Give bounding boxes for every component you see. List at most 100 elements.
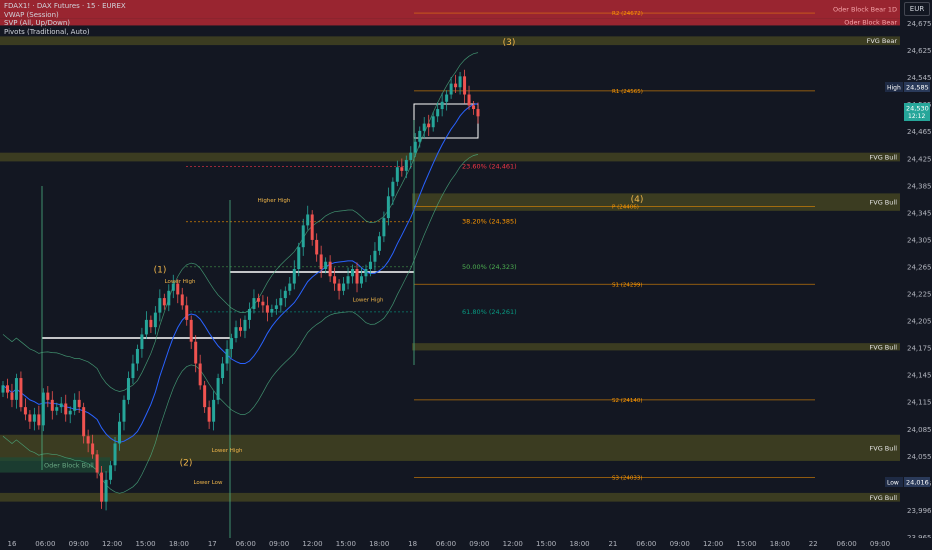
candle-body	[176, 283, 180, 295]
candle-body	[198, 363, 202, 386]
candle-body	[454, 83, 458, 88]
price-badge-2	[904, 477, 930, 487]
candle-body	[19, 378, 23, 408]
candle-body	[265, 305, 269, 313]
candle-body	[189, 319, 193, 342]
candle-body	[359, 276, 363, 284]
candle-body	[288, 283, 292, 291]
x-tick-label: 12:00	[302, 540, 322, 548]
y-tick-label: 24,115	[907, 399, 932, 407]
legend-symbol[interactable]: FDAX1! · DAX Futures · 15 · EUREX	[4, 2, 126, 10]
x-tick-label: 16	[8, 540, 17, 548]
candle-body	[310, 214, 314, 240]
badge-tag-0	[885, 82, 903, 92]
price-badge-sub-1: 12:12	[908, 113, 925, 120]
legend-svp[interactable]: SVP (All, Up/Down)	[4, 19, 71, 27]
candle-body	[472, 105, 476, 110]
candle-body	[230, 338, 234, 349]
candle-body	[158, 298, 162, 313]
candle-body	[449, 83, 453, 95]
candle-body	[171, 283, 175, 291]
x-tick-label: 18:00	[369, 540, 389, 548]
candle-body	[463, 76, 467, 95]
candle-body	[10, 392, 14, 400]
candle-body	[194, 341, 198, 364]
candle-body	[355, 269, 359, 284]
candle-body	[252, 298, 256, 309]
zones-layer: Oder Block Bear 1D Oder Block Bear FVG Bea…	[0, 0, 900, 502]
zone-label-6: FVG Bull	[870, 444, 898, 452]
legend-vwap[interactable]: VWAP (Session)	[4, 10, 59, 19]
annotation-5: Higher High	[258, 198, 291, 204]
x-tick-label: 12:00	[703, 540, 723, 548]
candle-body	[445, 94, 449, 102]
candle-body	[413, 141, 417, 153]
currency-badge[interactable]: EUR	[904, 2, 930, 16]
y-tick-label: 24,385	[907, 182, 932, 190]
zone-label-0: Oder Block Bear 1D	[833, 6, 897, 14]
vwap-lower-band	[2, 154, 479, 494]
y-tick-label: 24,345	[907, 209, 932, 217]
y-tick-label: 24,545	[907, 74, 932, 82]
legend-pivots[interactable]: Pivots (Traditional, Auto)	[4, 27, 90, 36]
y-tick-label: 24,675	[907, 20, 932, 28]
y-tick-label: 24,465	[907, 128, 932, 136]
candle-body	[180, 294, 184, 306]
y-tick-label: 24,085	[907, 426, 932, 434]
candle-body	[95, 454, 99, 473]
candle-body	[301, 225, 305, 248]
zone-label-8: Oder Block Bull	[44, 461, 94, 469]
x-tick-label: 18	[408, 540, 417, 548]
price-badge-value-1: 24,530	[906, 105, 929, 113]
x-tick-label: 06:00	[837, 540, 857, 548]
x-tick-label: 17	[208, 540, 217, 548]
y-tick-label: 24,225	[907, 291, 932, 299]
candle-body	[274, 305, 278, 309]
candle-body	[368, 261, 372, 269]
price-badge-value-0: 24,585	[906, 84, 929, 92]
candle-body	[135, 348, 139, 364]
zone-fvg-3	[0, 152, 900, 162]
candle-body	[279, 298, 283, 306]
x-tick-label: 15:00	[536, 540, 556, 548]
y-tick-label: 24,055	[907, 453, 932, 461]
zone-fvg-7	[0, 492, 900, 502]
fib-label-3: 61.80% (24,261)	[462, 308, 517, 316]
candle-body	[131, 363, 135, 379]
candle-body	[109, 465, 113, 480]
candle-body	[221, 363, 225, 379]
candle-body	[162, 298, 166, 306]
pivot-label-3: S1 (24299)	[612, 282, 643, 288]
y-tick-label: 24,425	[907, 155, 932, 163]
time-axis[interactable]: 16 06:00 09:00 12:00 15:00 18:00 17 06:00 09:00 1…	[0, 538, 932, 550]
x-tick-label: 09:00	[670, 540, 690, 548]
y-tick-label: 24,205	[907, 318, 932, 326]
candle-body	[153, 312, 157, 328]
candle-body	[207, 407, 211, 422]
vwap-upper-band	[2, 52, 479, 392]
x-tick-label: 12:00	[102, 540, 122, 548]
x-tick-label: 18:00	[569, 540, 589, 548]
current-session-box	[413, 103, 479, 139]
x-tick-label: 09:00	[69, 540, 89, 548]
candle-body	[436, 109, 440, 117]
zone-bear-1	[0, 18, 900, 26]
zone-label-3: FVG Bull	[870, 154, 898, 162]
candle-body	[140, 334, 144, 349]
candle-body	[23, 407, 27, 415]
zone-label-5: FVG Bull	[870, 343, 898, 351]
price-badge-0	[904, 82, 930, 92]
candle-body	[122, 399, 126, 422]
y-tick-label: 24,265	[907, 263, 932, 271]
price-axis[interactable]: 24,67524,62524,54524,50524,46524,42524,3…	[885, 0, 932, 550]
x-tick-label: 09:00	[269, 540, 289, 548]
candle-body	[234, 327, 238, 339]
candle-body	[212, 399, 216, 422]
candle-body	[82, 407, 86, 437]
candle-body	[46, 392, 50, 400]
pivot-label-1: R1 (24565)	[612, 89, 643, 95]
candle-body	[400, 167, 404, 171]
candle-body	[149, 319, 153, 328]
x-tick-label: 06:00	[35, 540, 55, 548]
